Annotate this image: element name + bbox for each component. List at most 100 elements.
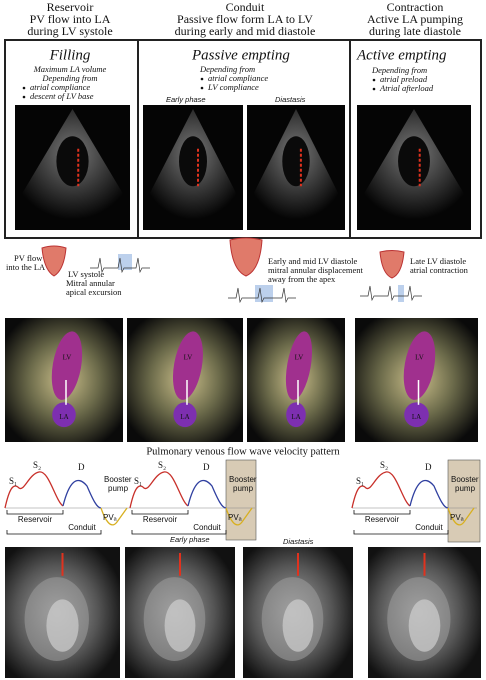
mri-label: Early phase bbox=[170, 535, 210, 544]
wave-label: D bbox=[78, 462, 85, 472]
wave-label: pump bbox=[108, 484, 129, 493]
mechanics-row bbox=[41, 237, 422, 304]
wave-label: Booster bbox=[229, 475, 257, 484]
lv-label: LV bbox=[63, 353, 72, 361]
bullet bbox=[22, 86, 26, 90]
echo-images bbox=[15, 105, 471, 230]
three-d-images: LV LA LV LA LV LA LV LA bbox=[5, 318, 478, 442]
column-title: Conduit bbox=[226, 0, 265, 14]
wave-label: Booster bbox=[451, 475, 479, 484]
mechanics-text: atrial contraction bbox=[410, 265, 469, 275]
brace bbox=[6, 510, 64, 515]
phase-label: Conduit bbox=[68, 523, 96, 532]
mechanics-text: into the LA bbox=[6, 262, 46, 272]
systolic-wave bbox=[351, 471, 411, 509]
heart-icon bbox=[229, 237, 263, 277]
la-label: LA bbox=[412, 413, 421, 421]
column-line: during LV systole bbox=[27, 24, 112, 38]
la-label: LA bbox=[291, 413, 300, 421]
wave-label: S₂ bbox=[33, 460, 41, 470]
phase-label: Conduit bbox=[415, 523, 443, 532]
brace bbox=[353, 510, 411, 515]
box-title: Filling bbox=[49, 47, 91, 63]
mechanics-text: mitral annular displacement bbox=[268, 265, 364, 275]
box-line: Depending from bbox=[41, 73, 97, 83]
la-volume bbox=[173, 402, 197, 428]
diastolic-wave bbox=[187, 480, 227, 509]
box-bullet: atrial preload bbox=[380, 74, 428, 84]
echo-label: Diastasis bbox=[275, 95, 306, 104]
ecg-trace bbox=[90, 257, 150, 274]
column-line: Passive flow form LA to LV bbox=[177, 12, 313, 26]
lv-volume bbox=[172, 331, 203, 400]
bullet bbox=[200, 77, 204, 81]
box-line: Depending from bbox=[371, 65, 427, 75]
la-volume bbox=[52, 402, 76, 428]
mri-chamber bbox=[164, 599, 196, 652]
flow-title: Pulmonary venous flow wave velocity patt… bbox=[146, 446, 340, 457]
wave-label: S₂ bbox=[158, 460, 166, 470]
phase-highlight bbox=[447, 459, 481, 543]
ecg-highlight bbox=[255, 285, 273, 302]
echo-label: Early phase bbox=[166, 95, 206, 104]
mri-chamber bbox=[46, 599, 79, 652]
box-bullet: atrial compliance bbox=[30, 82, 90, 92]
ecg-trace bbox=[360, 285, 422, 302]
mechanics-text: Late LV diastole bbox=[410, 256, 466, 266]
mri-images bbox=[5, 547, 481, 678]
wave-label: Booster bbox=[104, 475, 132, 484]
mri-chamber bbox=[408, 599, 441, 652]
systolic-wave bbox=[129, 471, 189, 509]
brace bbox=[131, 530, 227, 535]
box-line: Depending from bbox=[199, 64, 255, 74]
box-bullet: atrial compliance bbox=[208, 73, 268, 83]
mechanics-text: apical excursion bbox=[66, 287, 122, 297]
mechanics-text: Early and mid LV diastole bbox=[268, 256, 357, 266]
wave-label: PVₐ bbox=[450, 513, 465, 522]
la-volume bbox=[404, 402, 429, 428]
lv-label: LV bbox=[415, 353, 424, 361]
column-line: Active LA pumping bbox=[367, 12, 463, 26]
wave-label: S₁ bbox=[9, 476, 17, 486]
wave-label: pump bbox=[233, 484, 254, 493]
wave-label: D bbox=[425, 462, 432, 472]
lv-label: LV bbox=[184, 353, 193, 361]
echo-chamber bbox=[56, 136, 89, 187]
column-title: Reservoir bbox=[47, 0, 94, 14]
bullet bbox=[372, 78, 376, 82]
wave-label: pump bbox=[455, 484, 476, 493]
box-bullet: Atrial afterload bbox=[379, 83, 434, 93]
la-label: LA bbox=[59, 413, 68, 421]
bullet bbox=[22, 95, 26, 99]
echo-chamber bbox=[398, 136, 430, 187]
lv-volume bbox=[403, 331, 436, 400]
atrial-wave bbox=[447, 507, 475, 526]
lv-volume bbox=[285, 331, 313, 400]
phase-label: Reservoir bbox=[365, 515, 400, 524]
wave-label: D bbox=[203, 462, 210, 472]
column-line: during late diastole bbox=[369, 24, 461, 38]
wave-label: S₁ bbox=[134, 476, 142, 486]
phase-label: Reservoir bbox=[18, 515, 53, 524]
box-title: Passive empting bbox=[191, 47, 290, 63]
box-bullet: LV compliance bbox=[207, 82, 259, 92]
phase-label: Conduit bbox=[193, 523, 221, 532]
heart-icon bbox=[379, 250, 405, 279]
mechanics-text: Mitral annular bbox=[66, 278, 115, 288]
wave-label: PVₐ bbox=[103, 513, 118, 522]
echo-chamber bbox=[282, 136, 310, 187]
la-label: LA bbox=[180, 413, 189, 421]
wave-label: S₂ bbox=[380, 460, 388, 470]
column-title: Contraction bbox=[387, 0, 444, 14]
heart-icon bbox=[41, 245, 67, 277]
systolic-wave bbox=[4, 471, 64, 509]
atrial-wave bbox=[100, 507, 128, 526]
phase-label: Reservoir bbox=[143, 515, 178, 524]
ecg-trace bbox=[228, 287, 296, 304]
ecg-highlight bbox=[118, 254, 132, 270]
brace bbox=[353, 530, 449, 535]
